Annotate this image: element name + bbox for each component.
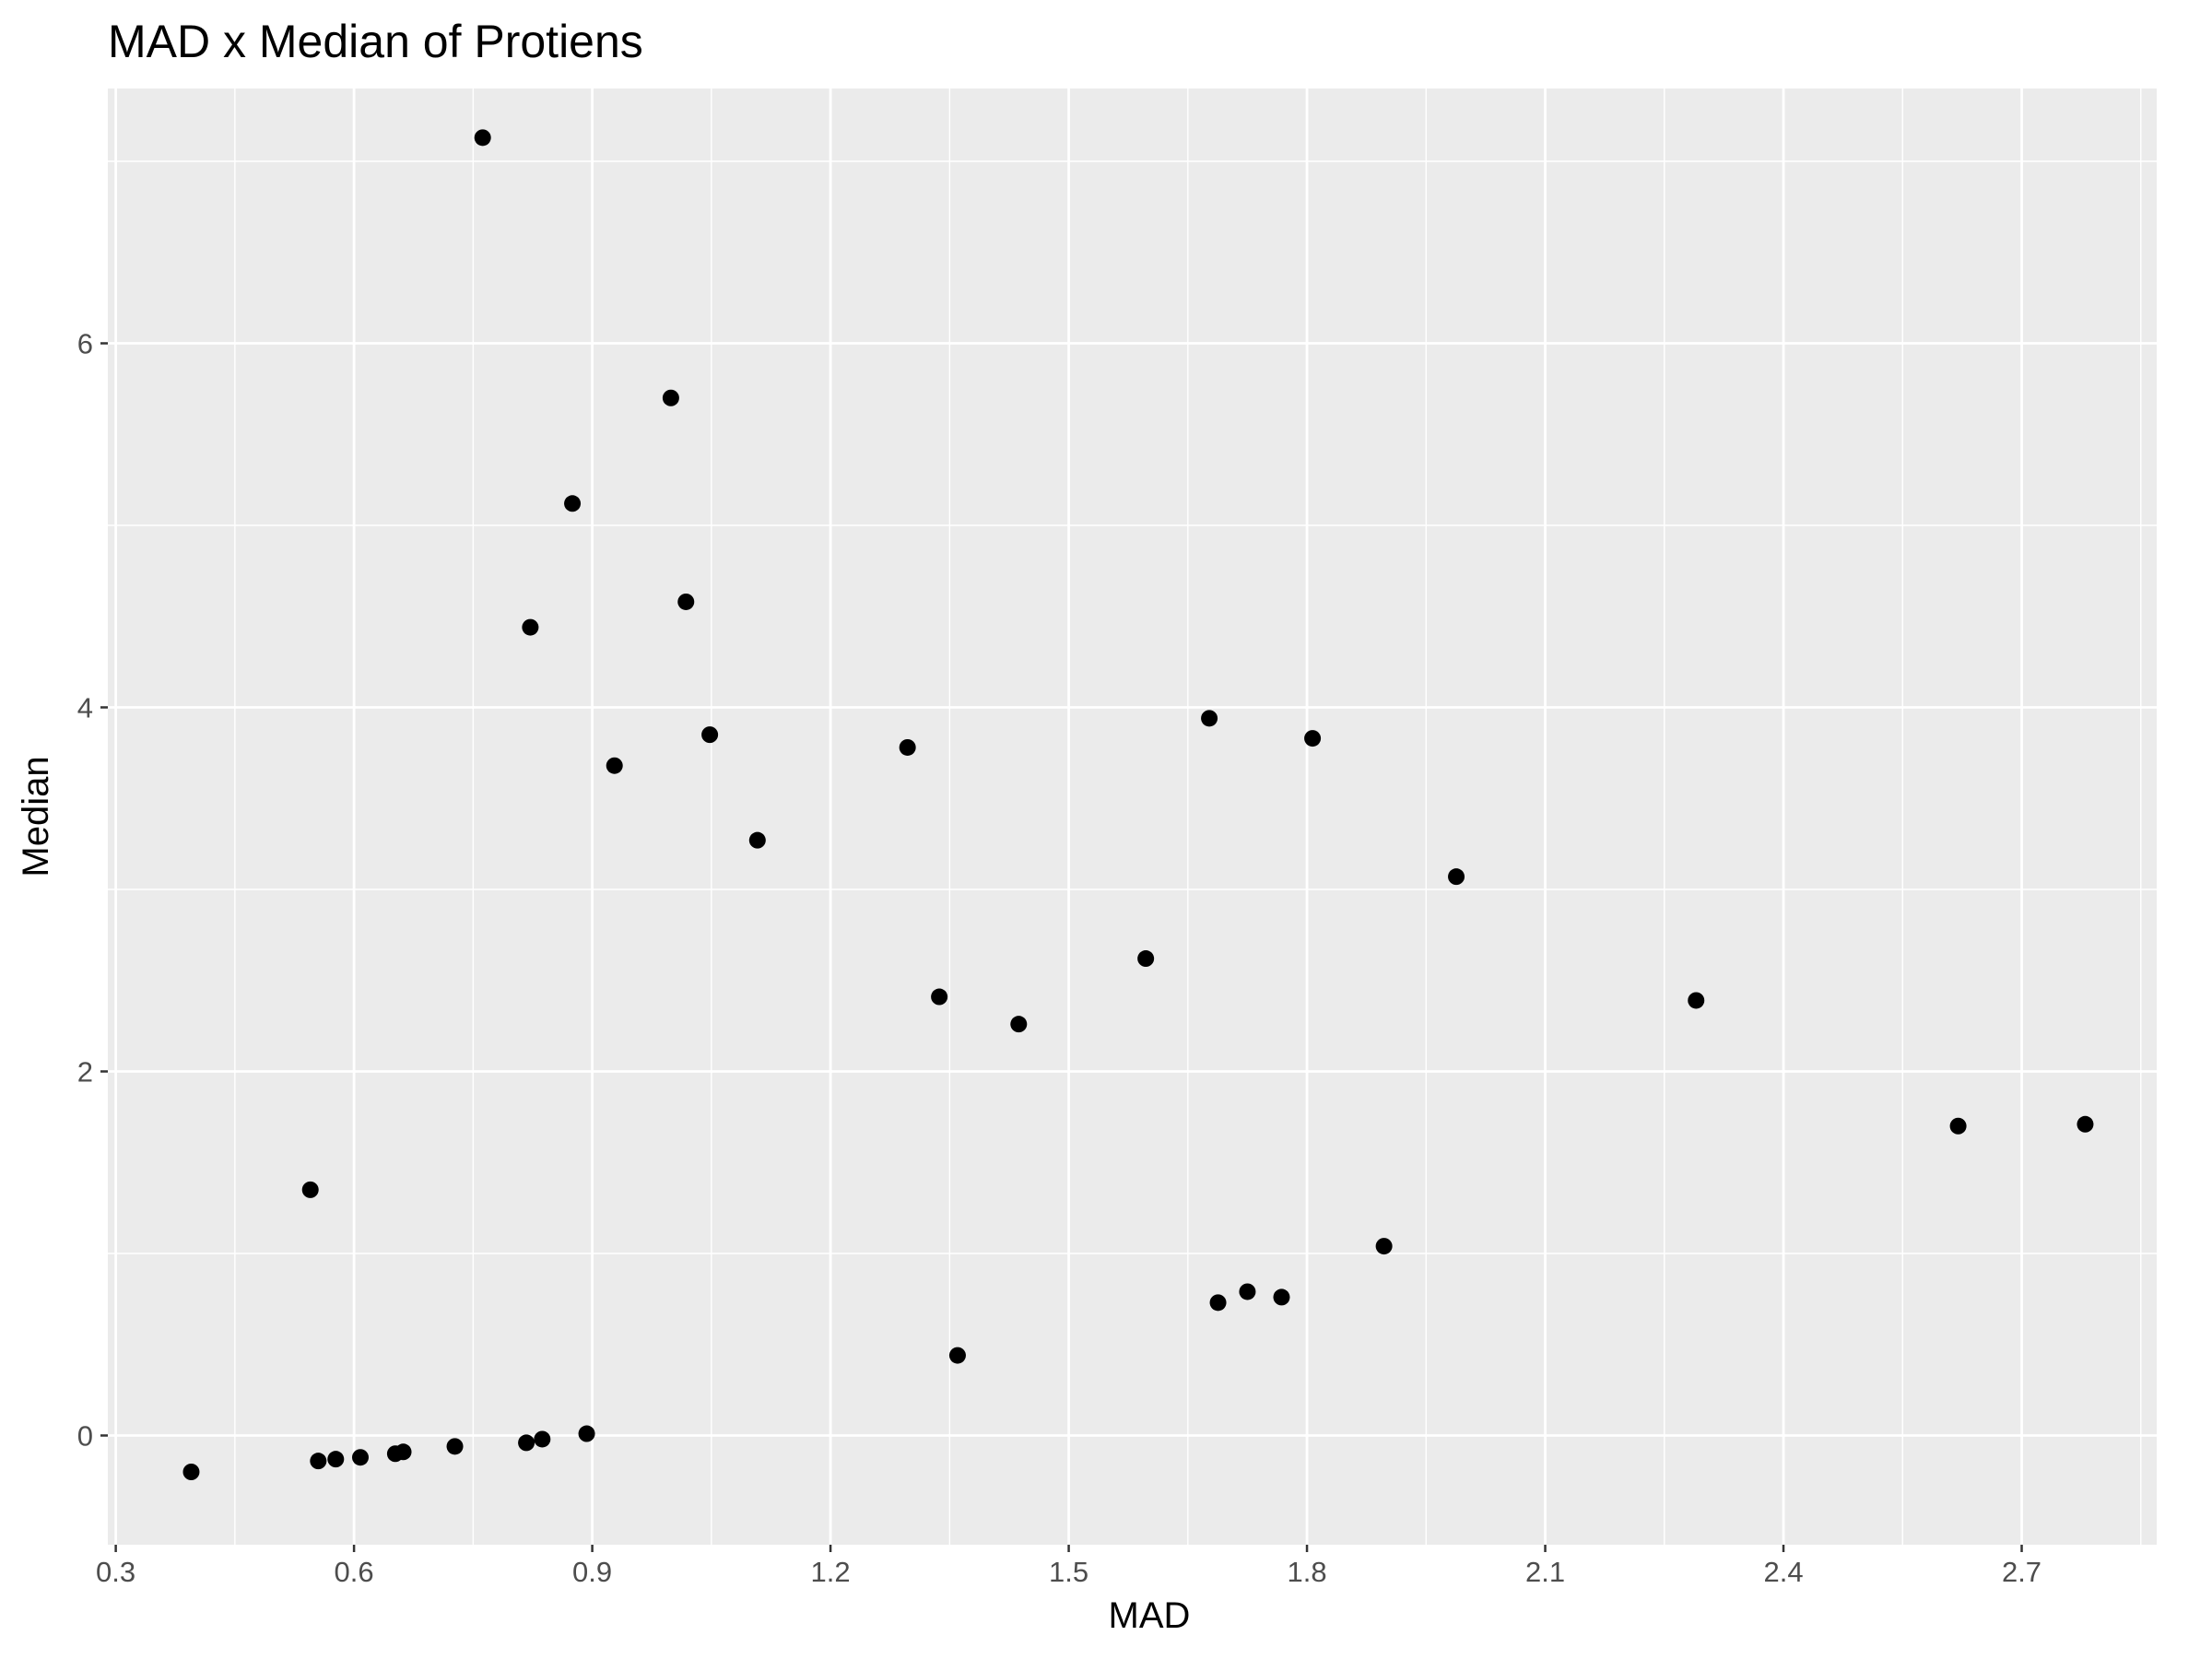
data-point xyxy=(662,389,679,406)
x-axis-title: MAD xyxy=(1109,1595,1191,1636)
x-tick-label: 2.4 xyxy=(1763,1556,1803,1588)
x-axis: 0.3 0.6 0.9 1.2 1.5 1.8 2.1 2.4 2.7 xyxy=(96,1545,2041,1588)
data-point xyxy=(351,1449,369,1466)
data-point xyxy=(1949,1117,1967,1135)
data-point xyxy=(518,1434,535,1452)
data-point xyxy=(948,1347,966,1364)
data-point xyxy=(899,738,916,756)
data-point xyxy=(578,1425,595,1442)
data-point xyxy=(522,618,539,636)
x-tick-label: 2.7 xyxy=(2002,1556,2041,1588)
x-tick-label: 2.1 xyxy=(1525,1556,1565,1588)
data-point xyxy=(182,1464,200,1480)
data-point xyxy=(310,1453,327,1470)
data-point xyxy=(606,757,623,774)
data-point xyxy=(1688,992,1705,1009)
data-point xyxy=(1304,730,1322,747)
y-tick-label: 0 xyxy=(77,1420,93,1453)
data-point xyxy=(1201,710,1218,727)
x-tick-label: 1.5 xyxy=(1049,1556,1088,1588)
x-tick-label: 1.2 xyxy=(811,1556,851,1588)
x-tick-label: 0.9 xyxy=(572,1556,612,1588)
data-point xyxy=(1239,1283,1256,1300)
data-point xyxy=(2077,1115,2094,1133)
data-point xyxy=(1010,1016,1028,1033)
grid-lines xyxy=(108,88,2157,1545)
data-point xyxy=(446,1438,464,1455)
data-point xyxy=(1209,1294,1227,1312)
data-point xyxy=(1448,868,1465,886)
data-point xyxy=(564,495,582,512)
data-point xyxy=(1375,1238,1393,1255)
y-tick-label: 4 xyxy=(77,692,93,724)
plot-panel xyxy=(108,88,2157,1545)
data-point xyxy=(534,1430,551,1448)
data-point xyxy=(748,831,766,849)
data-point xyxy=(1273,1288,1290,1306)
data-point xyxy=(474,129,491,147)
data-point xyxy=(327,1451,345,1468)
y-tick-label: 2 xyxy=(77,1056,93,1088)
x-tick-label: 0.6 xyxy=(335,1556,374,1588)
data-point xyxy=(1137,950,1155,968)
data-point xyxy=(701,726,719,744)
x-tick-label: 0.3 xyxy=(96,1556,135,1588)
data-point xyxy=(394,1443,412,1461)
x-tick-label: 1.8 xyxy=(1288,1556,1327,1588)
data-point xyxy=(677,593,695,610)
data-points xyxy=(182,129,2094,1480)
data-point xyxy=(931,988,948,1006)
chart-title: MAD x Median of Protiens xyxy=(108,16,643,67)
y-tick-label: 6 xyxy=(77,328,93,360)
y-axis-title: Median xyxy=(16,756,56,877)
y-axis: 0 2 4 6 xyxy=(77,328,108,1453)
data-point xyxy=(301,1181,319,1198)
